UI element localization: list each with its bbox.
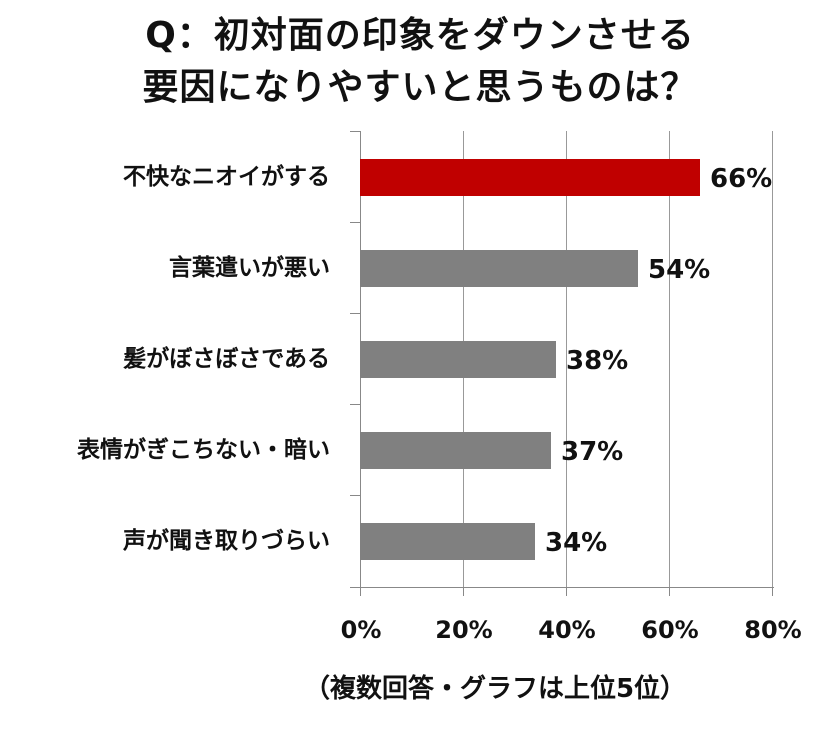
value-label: 37% [561, 437, 624, 467]
x-axis [350, 587, 774, 588]
y-tick [350, 495, 360, 496]
y-tick [350, 404, 360, 405]
gridline-40 [566, 131, 567, 587]
x-tick-label: 0% [340, 616, 382, 644]
category-label: 声が聞き取りづらい [123, 528, 330, 554]
value-label: 38% [566, 346, 629, 376]
bar [360, 341, 556, 378]
value-label: 54% [648, 255, 711, 285]
value-label: 66% [710, 164, 773, 194]
bar [360, 159, 700, 196]
category-label: 表情がぎこちない・暗い [77, 437, 330, 463]
chart-title-line1: Q：初対面の印象をダウンさせる [145, 15, 695, 56]
value-label: 34% [545, 528, 608, 558]
bar [360, 250, 638, 287]
gridline-60 [669, 131, 670, 587]
x-tick [772, 587, 773, 596]
chart-note: （複数回答・グラフは上位5位） [303, 674, 687, 704]
x-tick [463, 587, 464, 596]
y-tick [350, 313, 360, 314]
y-tick [350, 222, 360, 223]
bar [360, 523, 535, 560]
x-tick [360, 587, 361, 596]
x-tick-label: 60% [641, 616, 699, 644]
category-label: 言葉遣いが悪い [169, 255, 330, 281]
x-tick-label: 80% [744, 616, 802, 644]
x-tick [669, 587, 670, 596]
y-tick [350, 131, 360, 132]
x-tick [566, 587, 567, 596]
category-label: 不快なニオイがする [123, 164, 330, 190]
chart-title-line2: 要因になりやすいと思うものは？ [142, 67, 698, 108]
category-label: 髪がぼさぼさである [123, 346, 330, 372]
bar [360, 432, 551, 469]
x-tick-label: 40% [538, 616, 596, 644]
gridline-80 [772, 131, 773, 587]
x-tick-label: 20% [435, 616, 493, 644]
